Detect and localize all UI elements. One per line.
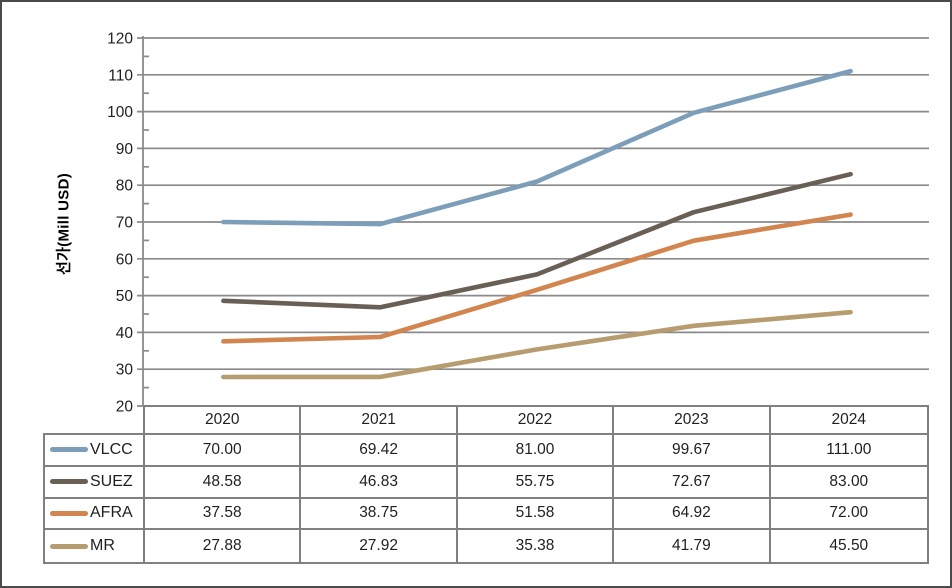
value-cell: 51.58 <box>457 498 615 531</box>
value-cell: 81.00 <box>457 435 615 467</box>
legend-cell: AFRA <box>45 498 145 531</box>
y-tick-label: 80 <box>116 178 134 195</box>
y-tick-label: 40 <box>116 325 134 342</box>
series-label: AFRA <box>90 504 133 522</box>
legend-cell: SUEZ <box>45 466 145 499</box>
series-line-vlcc <box>221 68 853 227</box>
y-axis-title: 선가(Mill USD) <box>55 172 73 276</box>
y-tick-label: 60 <box>116 251 134 268</box>
year-header-cell: 2021 <box>301 407 458 433</box>
series-label: SUEZ <box>90 472 133 490</box>
y-tick-label: 30 <box>116 362 134 379</box>
value-cell: 72.00 <box>770 499 927 531</box>
value-cell: 72.67 <box>614 466 771 499</box>
table-header-row: 2020 2021 2022 2023 2024 <box>143 405 929 435</box>
value-cell: 83.00 <box>770 467 927 499</box>
legend-swatch-afra <box>50 510 88 516</box>
series-line-suez <box>221 171 853 310</box>
series-label: VLCC <box>90 440 133 458</box>
series-line-afra <box>221 212 853 344</box>
value-cell: 45.50 <box>829 537 869 555</box>
y-tick-label: 50 <box>116 288 134 305</box>
value-cell: 70.00 <box>145 435 302 467</box>
legend-cell: VLCC <box>45 435 145 467</box>
year-header-cell: 2022 <box>458 407 615 433</box>
y-tick-label: 120 <box>107 31 133 48</box>
value-cell: 99.67 <box>614 435 771 467</box>
value-cell: 64.92 <box>614 498 771 531</box>
value-cell: 37.58 <box>145 498 302 531</box>
legend-swatch-vlcc <box>50 447 88 453</box>
value-cell: 41.79 <box>614 530 771 562</box>
value-cell: 27.92 <box>301 530 458 562</box>
value-cell: 46.83 <box>301 466 458 499</box>
y-tick-label: 100 <box>107 104 133 121</box>
y-tick-label: 90 <box>116 141 134 158</box>
value-cell: 35.38 <box>458 530 615 562</box>
y-tick-label: 20 <box>116 399 134 416</box>
y-tick-label: 110 <box>108 67 133 84</box>
value-cell: 48.58 <box>145 466 302 499</box>
year-header-cell: 2023 <box>614 407 771 433</box>
year-header-cell: 2020 <box>145 407 302 433</box>
y-tick-label: 70 <box>116 215 134 232</box>
series-line-mr <box>221 309 853 380</box>
series-label: MR <box>90 537 115 555</box>
value-cell: 111.00 <box>770 435 927 467</box>
value-cell: 38.75 <box>301 498 458 531</box>
legend-swatch-mr <box>50 543 88 549</box>
data-table-body: VLCC 70.00 69.42 81.00 99.67 111.00 SUEZ 48.58 4… <box>43 433 929 564</box>
legend-swatch-suez <box>50 479 88 485</box>
legend-cell: MR <box>45 530 145 562</box>
value-cell: 69.42 <box>301 435 458 467</box>
value-cell: 27.88 <box>145 530 302 562</box>
year-header-cell: 2024 <box>831 411 867 428</box>
value-cell: 55.75 <box>457 466 615 499</box>
